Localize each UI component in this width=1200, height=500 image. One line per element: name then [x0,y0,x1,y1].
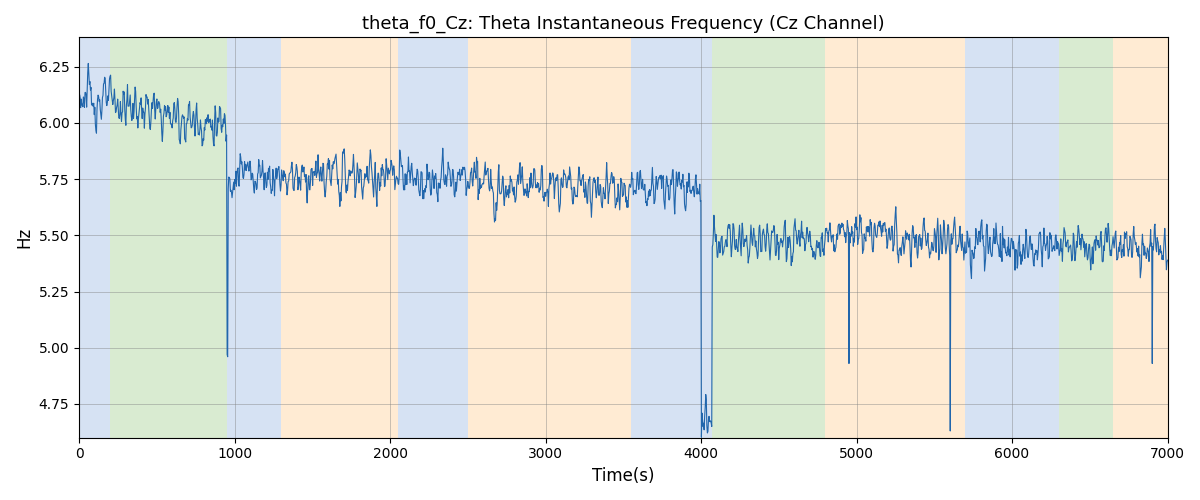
X-axis label: Time(s): Time(s) [592,467,654,485]
Bar [712,38,826,438]
Bar [965,38,1058,438]
Y-axis label: Hz: Hz [14,227,32,248]
Bar [468,38,631,438]
Bar [281,38,397,438]
Bar [852,38,965,438]
Bar [110,38,227,438]
Bar [631,38,696,438]
Bar [826,38,852,438]
Bar [397,38,468,438]
Bar [79,38,110,438]
Bar [1114,38,1175,438]
Bar [1058,38,1114,438]
Title: theta_f0_Cz: Theta Instantaneous Frequency (Cz Channel): theta_f0_Cz: Theta Instantaneous Frequen… [362,15,884,34]
Bar [696,38,712,438]
Bar [227,38,281,438]
